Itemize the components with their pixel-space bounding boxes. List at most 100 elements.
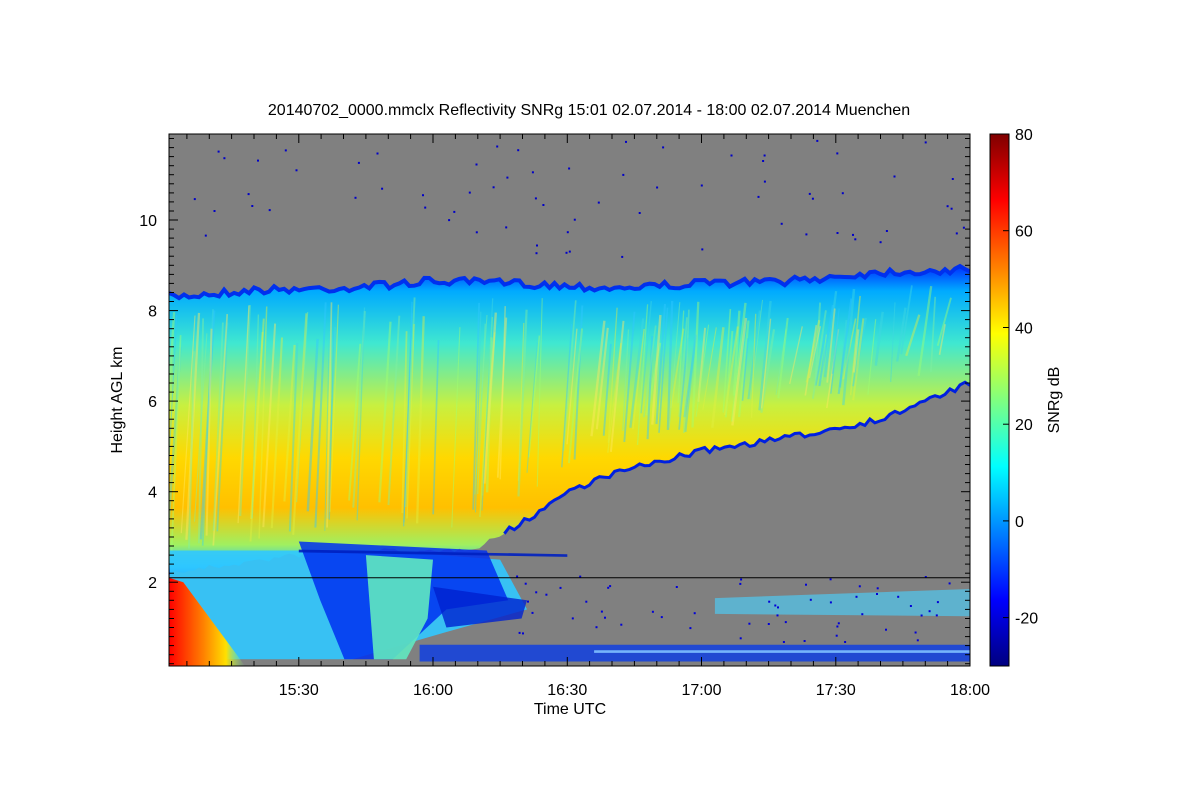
fall-streak [288,342,299,532]
fall-streak [566,328,578,445]
fall-streak [326,327,337,519]
y-tick-label: 4 [148,485,157,502]
noise-speckle [492,186,495,189]
fall-streak [711,327,725,428]
noise-speckle [955,232,958,235]
noise-speckle [782,641,785,643]
fall-streak [479,316,493,518]
colorbar-label: SNRg dB [1046,367,1063,434]
fall-streak [760,329,776,413]
fall-streak [731,317,748,426]
fall-streak [295,311,309,503]
fall-streak [678,317,688,417]
fall-streak [777,317,789,399]
fall-streak [536,298,543,487]
noise-speckle [920,614,923,617]
fall-streak [852,318,865,401]
noise-speckle [609,585,612,588]
noise-speckle [835,634,838,637]
fall-streak [406,323,415,519]
fall-streak [169,312,176,412]
fall-streak [677,310,685,404]
fall-streak [804,324,818,396]
noise-speckle [803,640,806,642]
fall-streak [842,288,856,406]
fall-streak [632,328,645,430]
noise-speckle [852,233,854,236]
fall-streak [609,320,625,452]
noise-speckle [700,184,703,187]
fall-streak [170,335,182,554]
noise-speckle [579,575,582,578]
x-tick-label: 16:30 [547,682,587,699]
colorbar [989,133,1010,667]
noise-speckle [568,167,571,170]
fall-streak [839,319,848,388]
noise-speckle [876,593,878,595]
fall-streak [900,285,913,355]
fall-streak [852,329,860,373]
fall-streak [917,285,933,377]
noise-speckle [946,205,949,208]
fall-streak [896,307,907,362]
noise-speckle [651,610,654,613]
noise-speckle [531,611,534,614]
precip-trail-edge [433,586,527,628]
noise-speckle [693,612,696,615]
fall-streak [485,337,493,493]
noise-speckle [660,616,663,619]
noise-speckle [829,601,832,604]
noise-speckle [763,180,766,183]
noise-speckle [805,583,807,586]
fall-streak [526,342,538,473]
fall-streak [905,314,921,357]
x-tick-label: 17:30 [816,682,856,699]
fall-streak [212,314,229,546]
fall-streak [683,334,698,418]
fall-streak [874,311,884,366]
colorbar-tick-label: 80 [1015,127,1033,144]
noise-speckle [936,601,939,604]
cloud-body [169,266,970,576]
fall-streak [640,301,652,414]
fall-streak [930,296,937,372]
noise-speckle [600,610,603,613]
fall-streak [474,314,488,495]
noise-speckle [638,212,641,214]
fall-streak [890,302,896,383]
noise-speckle [622,173,625,176]
noise-speckle [689,627,692,630]
noise-speckle [193,198,196,201]
thin-layer [298,549,568,557]
noise-speckle [924,576,927,578]
noise-speckle [475,231,478,234]
noise-speckle [468,191,471,194]
fall-streak [818,304,834,387]
fall-streak [283,344,296,502]
noise-speckle [517,149,520,152]
fall-streak [402,301,413,527]
noise-speckle [354,196,357,199]
fall-streak [811,310,827,399]
fall-streak [590,320,606,437]
fall-streak [324,330,330,531]
fall-streak [695,324,710,417]
fall-streak [499,306,506,480]
noise-speckle [935,614,938,617]
fall-streak [741,338,749,401]
x-tick-label: 17:00 [681,682,721,699]
fall-streak [169,325,173,391]
fall-streak [723,326,739,416]
fall-streak [567,328,583,464]
fall-streak [683,309,690,434]
fall-streak [216,322,229,532]
fall-streak [607,343,622,453]
noise-speckle [453,210,456,213]
fall-streak [666,300,674,430]
fall-streak [738,320,750,418]
fall-streak [623,311,636,442]
fall-streak [823,290,838,378]
near-ground-strong-echo [169,577,246,666]
fall-streak [482,332,496,496]
noise-speckle [506,176,509,179]
